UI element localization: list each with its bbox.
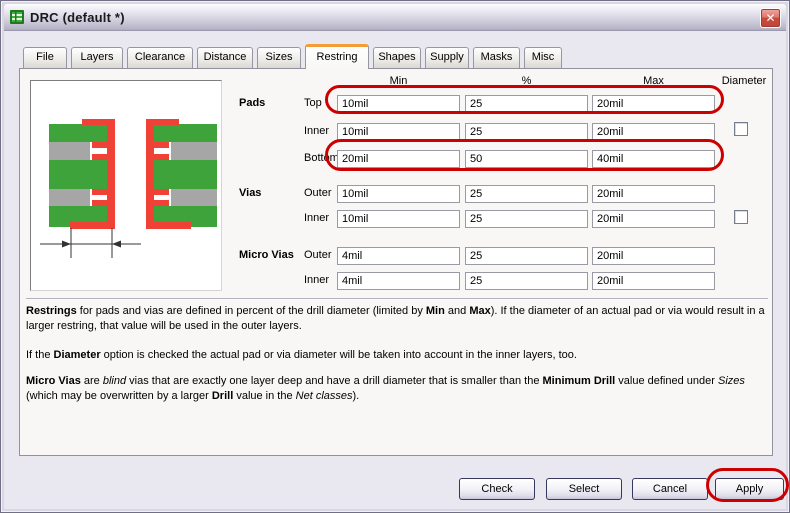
tab-masks[interactable]: Masks <box>473 47 520 68</box>
dimension-arrows <box>40 228 141 258</box>
column-header-diameter: Diameter <box>721 75 767 87</box>
restring-stub-shape <box>92 142 107 148</box>
tab-bar: File Layers Clearance Distance Sizes Res… <box>23 44 562 69</box>
pads-bottom-row: Bottom <box>20 150 774 168</box>
group-label: Vias <box>239 187 262 199</box>
row-label: Inner <box>304 125 330 137</box>
vias-diameter-checkbox[interactable] <box>734 210 748 224</box>
pcb-inner-layer-shape <box>49 189 90 206</box>
tab-file[interactable]: File <box>23 47 67 68</box>
pcb-layer-shape <box>49 124 113 227</box>
tab-clearance[interactable]: Clearance <box>127 47 193 68</box>
vias-outer-min-input[interactable] <box>337 185 460 203</box>
restring-top-shape <box>82 119 115 125</box>
group-label: Micro Vias <box>239 249 294 261</box>
microvias-outer-percent-input[interactable] <box>465 247 588 265</box>
tab-layers[interactable]: Layers <box>71 47 123 68</box>
microvias-inner-row: Inner <box>20 272 774 290</box>
microvias-inner-min-input[interactable] <box>337 272 460 290</box>
vias-inner-percent-input[interactable] <box>465 210 588 228</box>
restring-preview-image <box>30 80 222 291</box>
vias-inner-max-input[interactable] <box>592 210 715 228</box>
row-label: Outer <box>304 187 332 199</box>
vias-outer-percent-input[interactable] <box>465 185 588 203</box>
pads-bottom-max-input[interactable] <box>592 150 715 168</box>
pads-inner-min-input[interactable] <box>337 123 460 141</box>
tab-misc[interactable]: Misc <box>524 47 562 68</box>
restring-tab-panel: Min % Max Diameter Pads Top Inner Bottom <box>19 68 773 456</box>
restring-stub-shape <box>154 142 169 148</box>
restring-stub-shape <box>154 200 169 206</box>
pads-diameter-checkbox[interactable] <box>734 122 748 136</box>
column-header-max: Max <box>643 75 664 87</box>
vias-inner-min-input[interactable] <box>337 210 460 228</box>
restring-stub-shape <box>92 154 107 160</box>
pads-bottom-min-input[interactable] <box>337 150 460 168</box>
pads-inner-percent-input[interactable] <box>465 123 588 141</box>
select-button[interactable]: Select <box>546 478 622 500</box>
title-bar[interactable]: DRC (default *) ✕ <box>4 4 786 31</box>
plating-column-shape <box>146 119 154 229</box>
tab-restring[interactable]: Restring <box>305 44 369 69</box>
restring-stub-shape <box>92 200 107 206</box>
help-paragraph-diameter: If the Diameter option is checked the ac… <box>26 349 577 361</box>
pads-top-row: Pads Top <box>20 95 774 113</box>
pads-top-min-input[interactable] <box>337 95 460 113</box>
row-label: Outer <box>304 249 332 261</box>
microvias-inner-max-input[interactable] <box>592 272 715 290</box>
pcb-inner-layer-shape <box>171 189 217 206</box>
restring-stub-shape <box>154 154 169 160</box>
microvias-outer-min-input[interactable] <box>337 247 460 265</box>
close-icon: ✕ <box>765 11 776 25</box>
microvias-outer-row: Micro Vias Outer <box>20 247 774 265</box>
tab-sizes[interactable]: Sizes <box>257 47 301 68</box>
vias-outer-row: Vias Outer <box>20 185 774 203</box>
row-label: Bottom <box>304 152 339 164</box>
tab-distance[interactable]: Distance <box>197 47 253 68</box>
restring-bottom-shape <box>70 222 115 229</box>
pads-top-max-input[interactable] <box>592 95 715 113</box>
row-label: Inner <box>304 274 330 286</box>
vias-outer-max-input[interactable] <box>592 185 715 203</box>
apply-button[interactable]: Apply <box>715 478 784 500</box>
pads-inner-row: Inner <box>20 123 774 141</box>
row-label: Top <box>304 97 322 109</box>
pcb-layer-shape <box>153 124 217 227</box>
window-title: DRC (default *) <box>30 10 125 25</box>
tab-shapes[interactable]: Shapes <box>373 47 421 68</box>
microvias-outer-max-input[interactable] <box>592 247 715 265</box>
close-button[interactable]: ✕ <box>760 8 781 28</box>
check-button[interactable]: Check <box>459 478 535 500</box>
restring-stub-shape <box>92 189 107 195</box>
help-paragraph-microvias: Micro Vias are blind vias that are exact… <box>26 375 745 402</box>
app-icon <box>10 10 24 24</box>
restring-stub-shape <box>154 189 169 195</box>
pads-inner-max-input[interactable] <box>592 123 715 141</box>
pcb-inner-layer-shape <box>171 142 217 160</box>
group-label: Pads <box>239 97 266 109</box>
restring-bottom-shape <box>146 222 191 229</box>
vias-inner-row: Inner <box>20 210 774 228</box>
microvias-inner-percent-input[interactable] <box>465 272 588 290</box>
separator <box>26 298 768 300</box>
row-label: Inner <box>304 212 330 224</box>
tab-supply[interactable]: Supply <box>425 47 469 68</box>
pads-bottom-percent-input[interactable] <box>465 150 588 168</box>
restring-top-shape <box>146 119 179 125</box>
cancel-button[interactable]: Cancel <box>632 478 708 500</box>
pcb-inner-layer-shape <box>49 142 90 160</box>
column-header-percent: % <box>521 75 532 87</box>
column-header-min: Min <box>389 75 408 87</box>
pads-top-percent-input[interactable] <box>465 95 588 113</box>
plating-column-shape <box>107 119 115 229</box>
help-paragraph-restrings: Restrings for pads and vias are defined … <box>26 305 765 332</box>
